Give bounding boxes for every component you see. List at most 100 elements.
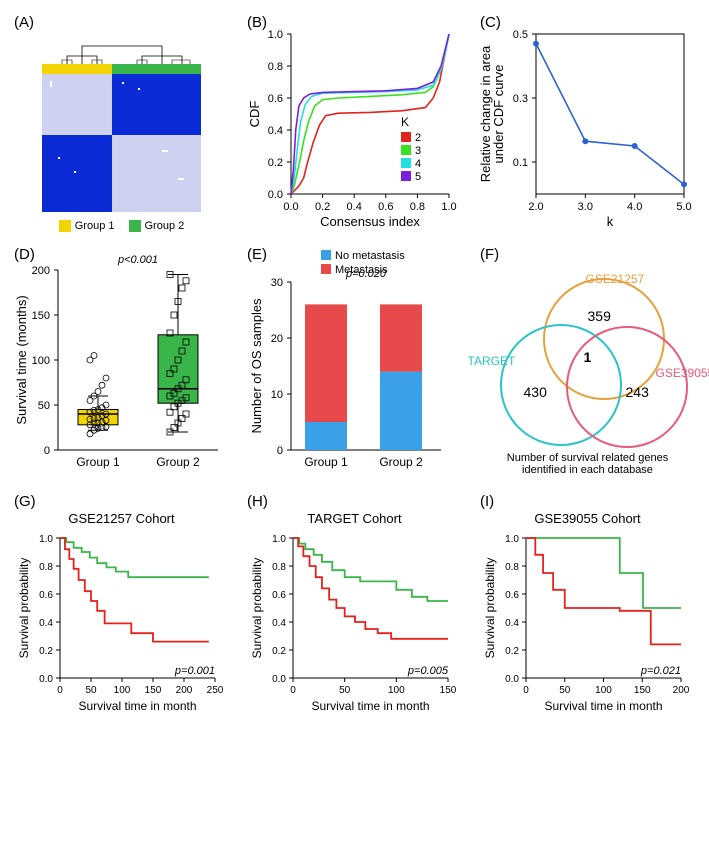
svg-text:4: 4 xyxy=(415,158,421,170)
panel-label-b: (B) xyxy=(247,14,267,31)
svg-text:Group 2: Group 2 xyxy=(379,455,423,469)
xlabel-b: Consensus index xyxy=(320,214,420,229)
svg-text:2: 2 xyxy=(415,132,421,144)
ylabel-b: CDF xyxy=(247,101,262,128)
panel-e: (E) 0102030 Group 1Group 2 No metastasis… xyxy=(247,246,462,481)
svg-text:0.0: 0.0 xyxy=(268,189,283,201)
svg-text:1.0: 1.0 xyxy=(441,201,456,213)
delta-area-chart: 2.03.04.05.0 0.10.30.5 k Relative change… xyxy=(480,14,695,234)
svg-text:Survival time in month: Survival time in month xyxy=(544,699,662,713)
svg-text:150: 150 xyxy=(634,685,651,696)
annot-group1 xyxy=(42,64,112,74)
svg-text:0.8: 0.8 xyxy=(505,562,519,573)
panel-b: (B) 0.00.20.40.60.81.0 0.00.20.40.60.81.… xyxy=(247,14,462,234)
panel-label-d: (D) xyxy=(14,246,35,263)
svg-text:0.4: 0.4 xyxy=(39,618,53,629)
venn-label-gse39055: GSE39055 xyxy=(656,366,709,380)
venn-label-target: TARGET xyxy=(468,354,516,368)
svg-text:0.8: 0.8 xyxy=(39,562,53,573)
svg-text:200: 200 xyxy=(673,685,690,696)
svg-text:0.4: 0.4 xyxy=(347,201,362,213)
d-pvalue: p<0.001 xyxy=(117,254,158,266)
svg-text:0.2: 0.2 xyxy=(272,646,286,657)
km-title-i: GSE39055 Cohort xyxy=(480,511,695,526)
km-title-g: GSE21257 Cohort xyxy=(14,511,229,526)
svg-text:Survival probability: Survival probability xyxy=(483,558,497,659)
svg-text:0.3: 0.3 xyxy=(513,93,528,105)
svg-text:3.0: 3.0 xyxy=(578,201,593,213)
legend-group1: Group 1 xyxy=(59,220,115,232)
venn-diagram: GSE21257 359 TARGET 430 GSE39055 243 1 xyxy=(488,276,688,446)
svg-text:1.0: 1.0 xyxy=(505,534,519,545)
svg-text:0.4: 0.4 xyxy=(272,618,286,629)
svg-text:0: 0 xyxy=(290,685,296,696)
venn-center: 1 xyxy=(584,349,592,365)
svg-text:30: 30 xyxy=(271,277,283,289)
ylabel-c: Relative change in areaunder CDF curve xyxy=(480,45,506,182)
svg-text:0.2: 0.2 xyxy=(505,646,519,657)
dendrogram xyxy=(42,36,202,64)
svg-text:50: 50 xyxy=(38,400,50,412)
svg-text:0.0: 0.0 xyxy=(283,201,298,213)
km-g: 0.00.20.40.60.81.0050100150200250p=0.001… xyxy=(14,526,229,726)
svg-text:4.0: 4.0 xyxy=(627,201,642,213)
svg-text:20: 20 xyxy=(271,333,283,345)
svg-text:Group 2: Group 2 xyxy=(156,455,200,469)
svg-text:1.0: 1.0 xyxy=(39,534,53,545)
svg-text:0.4: 0.4 xyxy=(268,125,283,137)
venn-caption: Number of survival related genesidentifi… xyxy=(480,452,695,476)
svg-text:0.2: 0.2 xyxy=(315,201,330,213)
svg-text:100: 100 xyxy=(32,355,50,367)
svg-text:0.8: 0.8 xyxy=(410,201,425,213)
legend-groups: Group 1 Group 2 xyxy=(59,220,185,232)
venn-count-left: 430 xyxy=(524,384,547,400)
svg-text:0.0: 0.0 xyxy=(39,674,53,685)
svg-text:10: 10 xyxy=(271,389,283,401)
svg-text:3: 3 xyxy=(415,145,421,157)
xlabel-c: k xyxy=(607,214,614,229)
survival-boxplot: 050100150200 Group 1Group 2 p<0.001 Surv… xyxy=(14,246,229,481)
svg-text:50: 50 xyxy=(85,685,97,696)
group-annotation xyxy=(42,64,202,74)
svg-text:50: 50 xyxy=(339,685,351,696)
svg-text:0.2: 0.2 xyxy=(268,157,283,169)
svg-text:0.5: 0.5 xyxy=(513,29,528,41)
svg-text:0.0: 0.0 xyxy=(272,674,286,685)
svg-text:100: 100 xyxy=(114,685,131,696)
ylabel-e: Number of OS samples xyxy=(249,298,264,434)
legend-group2: Group 2 xyxy=(129,220,185,232)
svg-text:Survival probability: Survival probability xyxy=(250,558,264,659)
svg-text:0.6: 0.6 xyxy=(272,590,286,601)
svg-text:p=0.021: p=0.021 xyxy=(640,665,681,677)
panel-a: (A) xyxy=(14,14,229,234)
cdf-chart: 0.00.20.40.60.81.0 0.00.20.40.60.81.0 Co… xyxy=(247,14,462,234)
svg-text:150: 150 xyxy=(145,685,162,696)
panel-label-c: (C) xyxy=(480,14,501,31)
km-i: 0.00.20.40.60.81.0050100150200p=0.021Sur… xyxy=(480,526,695,726)
svg-text:200: 200 xyxy=(176,685,193,696)
panel-label-e: (E) xyxy=(247,246,267,263)
km-title-h: TARGET Cohort xyxy=(247,511,462,526)
svg-text:50: 50 xyxy=(559,685,571,696)
svg-text:K: K xyxy=(401,115,409,129)
venn-count-right: 243 xyxy=(626,384,649,400)
svg-text:150: 150 xyxy=(440,685,457,696)
svg-text:100: 100 xyxy=(388,685,405,696)
svg-text:0.0: 0.0 xyxy=(505,674,519,685)
metastasis-barchart: 0102030 Group 1Group 2 No metastasisMeta… xyxy=(247,246,462,481)
panel-label-h: (H) xyxy=(247,493,268,510)
panel-i: (I) GSE39055 Cohort 0.00.20.40.60.81.005… xyxy=(480,493,695,726)
svg-text:0.4: 0.4 xyxy=(505,618,519,629)
svg-text:5.0: 5.0 xyxy=(676,201,691,213)
svg-text:150: 150 xyxy=(32,310,50,322)
km-h: 0.00.20.40.60.81.0050100150p=0.005Surviv… xyxy=(247,526,462,726)
venn-count-top: 359 xyxy=(588,308,611,324)
svg-text:Group 1: Group 1 xyxy=(304,455,348,469)
svg-text:0.8: 0.8 xyxy=(268,61,283,73)
panel-label-f: (F) xyxy=(480,246,499,263)
heatmap-container: Group 1 Group 2 xyxy=(14,14,229,232)
svg-text:1.0: 1.0 xyxy=(272,534,286,545)
svg-text:100: 100 xyxy=(595,685,612,696)
svg-text:0.2: 0.2 xyxy=(39,646,53,657)
svg-text:200: 200 xyxy=(32,265,50,277)
